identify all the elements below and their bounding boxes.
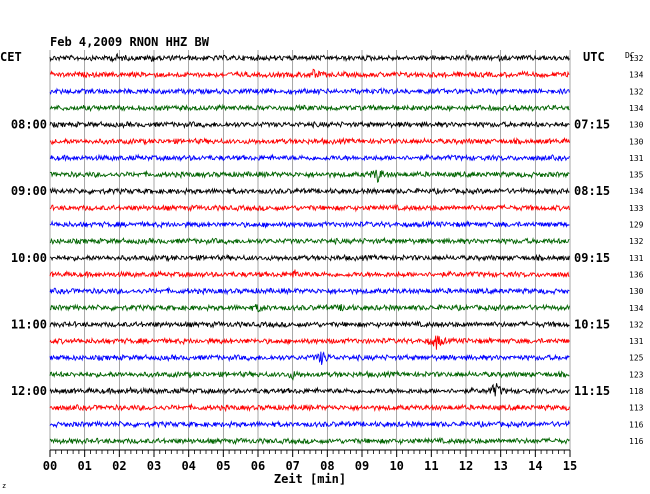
right-time-label: 10:15 bbox=[574, 317, 610, 331]
trace-line-5 bbox=[49, 136, 570, 146]
trace-line-1 bbox=[49, 68, 570, 79]
right-time-label: 09:15 bbox=[574, 251, 610, 265]
x-axis-label: Zeit [min] bbox=[274, 472, 346, 486]
trace-line-7 bbox=[49, 169, 570, 183]
grid-lines bbox=[49, 50, 571, 450]
trace-line-21 bbox=[49, 402, 570, 413]
right-time-label: 11:15 bbox=[574, 384, 610, 398]
trace-line-9 bbox=[49, 203, 570, 213]
left-time-label: 09:00 bbox=[11, 184, 47, 198]
trace-line-10 bbox=[49, 220, 570, 229]
left-time-label: 08:00 bbox=[11, 118, 47, 132]
left-time-label: 11:00 bbox=[11, 317, 47, 331]
chart-title: Feb 4,2009 RNON HHZ BW bbox=[50, 35, 210, 49]
left-time-label: 10:00 bbox=[11, 251, 47, 265]
trace-line-19 bbox=[49, 369, 570, 381]
x-tick-label: 14 bbox=[528, 459, 542, 473]
x-tick-label: 04 bbox=[181, 459, 195, 473]
x-tick-label: 13 bbox=[493, 459, 507, 473]
trace-line-17 bbox=[49, 335, 570, 350]
dc-value: 113 bbox=[629, 404, 644, 413]
trace-line-4 bbox=[49, 120, 570, 130]
trace-line-15 bbox=[49, 303, 570, 313]
right-time-label: 07:15 bbox=[574, 118, 610, 132]
trace-line-8 bbox=[49, 186, 570, 196]
trace-line-0 bbox=[49, 52, 570, 63]
x-tick-label: 11 bbox=[424, 459, 438, 473]
dc-value: 135 bbox=[629, 171, 644, 180]
dc-value: 134 bbox=[629, 187, 644, 196]
dc-value: 134 bbox=[629, 304, 644, 313]
dc-value: 130 bbox=[629, 287, 644, 296]
trace-line-13 bbox=[49, 269, 570, 279]
trace-line-20 bbox=[49, 383, 570, 397]
chart-labels: Feb 4,2009 RNON HHZ BW CET UTC DC Zeit [… bbox=[0, 35, 644, 490]
x-tick-label: 03 bbox=[147, 459, 161, 473]
right-axis-label: UTC bbox=[583, 50, 605, 64]
dc-value: 132 bbox=[629, 54, 644, 63]
dc-value: 131 bbox=[629, 154, 644, 163]
dc-value: 136 bbox=[629, 270, 644, 279]
x-tick-label: 06 bbox=[251, 459, 265, 473]
x-tick-label: 12 bbox=[459, 459, 473, 473]
x-tick-label: 15 bbox=[563, 459, 577, 473]
dc-value: 134 bbox=[629, 71, 644, 80]
trace-line-22 bbox=[49, 419, 570, 429]
dc-label: DC bbox=[625, 51, 635, 60]
x-axis: 00 01 02 03 04 05 06 07 08 09 10 11 12 13 14 15 bbox=[43, 449, 577, 473]
dc-value: 132 bbox=[629, 320, 644, 329]
left-time-label: 12:00 bbox=[11, 384, 47, 398]
dc-value: 132 bbox=[629, 237, 644, 246]
trace-line-3 bbox=[49, 103, 570, 113]
dc-value: 133 bbox=[629, 204, 644, 213]
dc-value: 131 bbox=[629, 337, 644, 346]
trace-line-11 bbox=[49, 236, 570, 246]
dc-value: 123 bbox=[629, 370, 644, 379]
dc-value: 116 bbox=[629, 420, 644, 429]
x-tick-label: 07 bbox=[285, 459, 299, 473]
right-time-label: 08:15 bbox=[574, 184, 610, 198]
dc-value: 116 bbox=[629, 437, 644, 446]
trace-line-18 bbox=[49, 351, 570, 365]
x-tick-label: 08 bbox=[320, 459, 334, 473]
dc-value: 131 bbox=[629, 254, 644, 263]
dc-value: 118 bbox=[629, 387, 644, 396]
dc-value: 134 bbox=[629, 104, 644, 113]
dc-value: 130 bbox=[629, 121, 644, 130]
trace-line-12 bbox=[49, 253, 570, 263]
trace-line-6 bbox=[49, 153, 570, 163]
x-tick-label: 00 bbox=[43, 459, 57, 473]
dc-value: 129 bbox=[629, 221, 644, 230]
dc-value: 132 bbox=[629, 87, 644, 96]
dc-value: 130 bbox=[629, 137, 644, 146]
seismic-traces bbox=[49, 52, 570, 446]
footer-mark: z bbox=[2, 482, 6, 490]
x-tick-label: 02 bbox=[112, 459, 126, 473]
x-tick-label: 10 bbox=[389, 459, 403, 473]
trace-line-2 bbox=[49, 87, 570, 96]
x-tick-label: 01 bbox=[77, 459, 91, 473]
x-tick-label: 05 bbox=[216, 459, 230, 473]
trace-line-16 bbox=[49, 320, 570, 329]
x-tick-label: 09 bbox=[355, 459, 369, 473]
trace-line-23 bbox=[49, 436, 570, 446]
left-axis-label: CET bbox=[0, 50, 22, 64]
trace-line-14 bbox=[49, 286, 570, 296]
dc-value: 125 bbox=[629, 354, 644, 363]
